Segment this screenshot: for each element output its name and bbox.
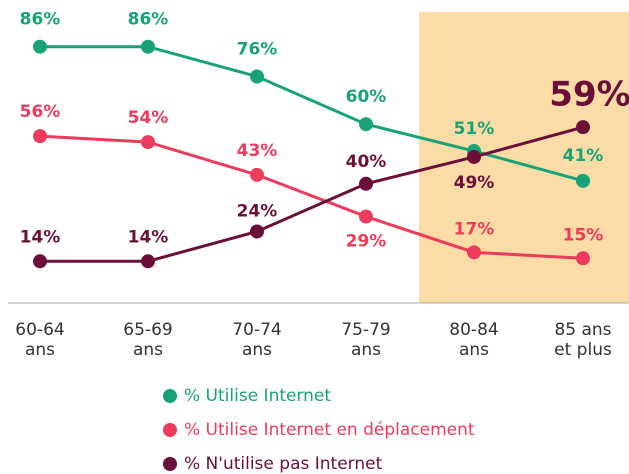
legend-marker (163, 389, 177, 403)
x-tick-label: 60-64 (15, 320, 64, 340)
value-label: 24% (237, 201, 278, 221)
data-point (250, 167, 264, 182)
value-label: 86% (20, 10, 61, 30)
data-point (576, 120, 590, 135)
value-label: 40% (346, 152, 387, 172)
value-label: 86% (128, 10, 169, 30)
x-tick-label: 85 ans (554, 320, 611, 340)
value-label: 60% (346, 87, 387, 107)
x-tick-label: 65-69 (123, 320, 172, 340)
x-tick-label: 70-74 (232, 320, 281, 340)
data-point (467, 245, 481, 260)
data-point (467, 149, 481, 164)
value-label: 56% (20, 102, 61, 122)
value-label: 14% (20, 227, 61, 247)
value-label: 54% (128, 108, 169, 128)
data-point (33, 39, 47, 54)
data-point (250, 69, 264, 84)
data-point (141, 254, 155, 269)
x-tick-label: 80-84 (449, 320, 498, 340)
x-tick-label: ans (133, 340, 163, 360)
legend-marker (163, 423, 177, 437)
x-tick-label: ans (25, 340, 55, 360)
x-tick-label: et plus (554, 340, 612, 360)
value-label: 43% (237, 141, 278, 161)
x-tick-label: ans (242, 340, 272, 360)
x-tick-label: ans (351, 340, 381, 360)
legend-label: % Utilise Internet en déplacement (184, 420, 475, 440)
value-label: 15% (563, 225, 604, 245)
value-label: 76% (237, 40, 278, 60)
value-label: 49% (454, 173, 495, 193)
value-label: 59% (549, 75, 629, 115)
data-point (576, 173, 590, 188)
value-label: 51% (454, 119, 495, 139)
data-point (359, 117, 373, 132)
x-tick-label: 75-79 (341, 320, 390, 340)
series-line (39, 134, 584, 260)
data-point (359, 176, 373, 191)
legend-marker (163, 457, 177, 471)
value-label: 17% (454, 219, 495, 239)
value-label: 14% (128, 227, 169, 247)
data-point (250, 224, 264, 239)
data-point (359, 209, 373, 224)
legend-label: % N'utilise pas Internet (184, 454, 383, 474)
value-label: 41% (563, 146, 604, 166)
data-point (141, 39, 155, 54)
legend-label: % Utilise Internet (184, 386, 331, 406)
data-point (576, 251, 590, 266)
value-label: 29% (346, 232, 387, 252)
data-point (141, 135, 155, 150)
data-point (33, 129, 47, 144)
series-line (40, 125, 584, 263)
series-line (40, 45, 584, 183)
data-point (33, 254, 47, 269)
x-tick-label: ans (459, 340, 489, 360)
